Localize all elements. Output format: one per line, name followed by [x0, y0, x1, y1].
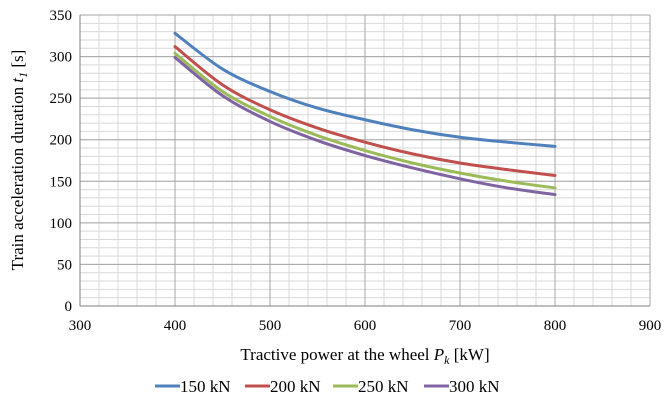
- y-tick-label: 0: [65, 299, 73, 315]
- x-tick-label: 400: [164, 318, 187, 334]
- y-tick-label: 50: [57, 257, 72, 273]
- legend-item: 300 kN: [424, 377, 500, 396]
- series-line-200-kn: [173, 45, 557, 177]
- legend-item: 200 kN: [245, 377, 321, 396]
- y-axis-label-sub: 1: [16, 72, 30, 78]
- x-tick-label: 700: [449, 318, 472, 334]
- y-tick-label: 200: [50, 133, 73, 149]
- x-axis-label-text: Tractive power at the wheel: [240, 345, 433, 364]
- y-axis-label-text: Train acceleration duration: [8, 83, 27, 271]
- legend-label: 250 kN: [358, 377, 409, 396]
- legend-label: 300 kN: [449, 377, 500, 396]
- x-axis-label: Tractive power at the wheel Pk [kW]: [240, 345, 489, 367]
- series-line-150-kn: [173, 31, 557, 148]
- legend: 150 kN 200 kN 250 kN 300 kN: [155, 377, 500, 396]
- y-tick-label: 300: [50, 50, 73, 66]
- y-tick-label: 150: [50, 174, 73, 190]
- series-lines: [173, 31, 557, 197]
- x-tick-label: 800: [544, 318, 567, 334]
- y-axis-label-var: t: [8, 77, 27, 83]
- x-tick-labels: 300 400 500 600 700 800 900: [69, 318, 662, 334]
- y-axis-label-unit: [s]: [8, 50, 27, 72]
- x-tick-label: 500: [259, 318, 282, 334]
- series-line-250-kn: [173, 51, 557, 190]
- legend-item: 150 kN: [155, 377, 231, 396]
- legend-item: 250 kN: [333, 377, 409, 396]
- y-tick-label: 250: [50, 91, 73, 107]
- x-tick-label: 300: [69, 318, 92, 334]
- series-line-300-kn: [173, 55, 557, 197]
- x-tick-label: 900: [639, 318, 662, 334]
- y-tick-label: 100: [50, 216, 73, 232]
- x-axis-label-unit: [kW]: [450, 345, 490, 364]
- x-axis-label-var: P: [433, 345, 444, 364]
- y-tick-label: 350: [50, 8, 73, 24]
- y-tick-labels: 0 50 100 150 200 250 300 350: [50, 8, 73, 315]
- y-axis-label: Train acceleration duration t1 [s]: [8, 50, 30, 271]
- x-axis-label-sub: k: [444, 353, 450, 367]
- legend-label: 150 kN: [180, 377, 231, 396]
- legend-label: 200 kN: [270, 377, 321, 396]
- x-tick-label: 600: [354, 318, 377, 334]
